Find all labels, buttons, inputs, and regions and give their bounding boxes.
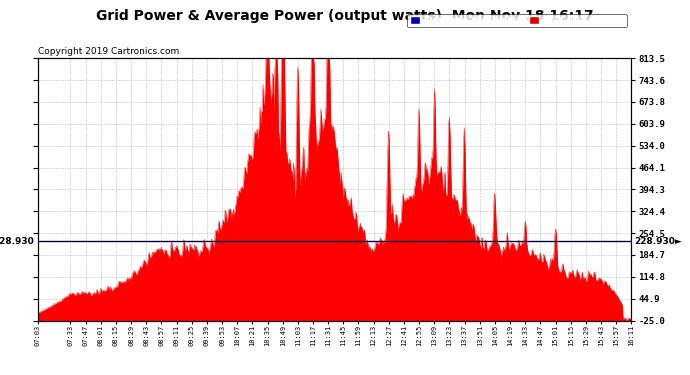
Text: Copyright 2019 Cartronics.com: Copyright 2019 Cartronics.com	[38, 47, 179, 56]
Text: ◄228.930: ◄228.930	[0, 237, 35, 246]
Text: 228.930►: 228.930►	[634, 237, 682, 246]
Text: Grid Power & Average Power (output watts)  Mon Nov 18 16:17: Grid Power & Average Power (output watts…	[96, 9, 594, 23]
Legend: Average  (AC Watts), Grid  (AC Watts): Average (AC Watts), Grid (AC Watts)	[407, 14, 627, 27]
